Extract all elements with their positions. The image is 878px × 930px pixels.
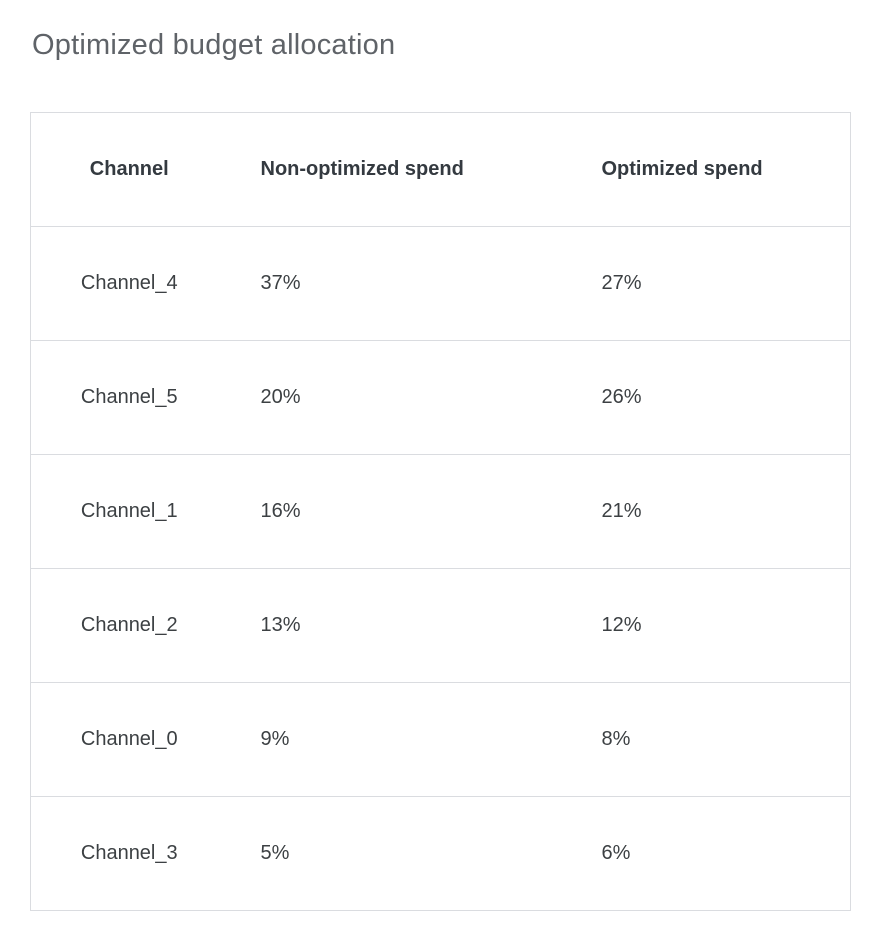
channel-name-cell: Channel_5 [30, 340, 228, 455]
budget-allocation-table: Channel Non-optimized spend Optimized spen… [30, 112, 851, 911]
spend-value-cell: 21% [568, 454, 851, 569]
budget-allocation-page: Optimized budget allocation Channel Non-o… [30, 29, 851, 911]
column-header: Non-optimized spend [227, 112, 569, 227]
spend-value-cell: 27% [568, 226, 851, 341]
spend-value-cell: 12% [568, 568, 851, 683]
spend-value-cell: 20% [227, 340, 569, 455]
budget-table-card: Channel Non-optimized spend Optimized spen… [30, 112, 851, 911]
spend-value-cell: 8% [568, 682, 851, 797]
spend-value-cell: 26% [568, 340, 851, 455]
table-row: Channel_5 20% 26% [30, 340, 851, 455]
table-row: Channel_2 13% 12% [30, 568, 851, 683]
channel-name-cell: Channel_0 [30, 682, 228, 797]
table-row: Channel_4 37% 27% [30, 226, 851, 341]
spend-value-cell: 37% [227, 226, 569, 341]
table-row: Channel_3 5% 6% [30, 796, 851, 911]
spend-value-cell: 13% [227, 568, 569, 683]
table-row: Channel_0 9% 8% [30, 682, 851, 797]
channel-name-cell: Channel_4 [30, 226, 228, 341]
channel-name-cell: Channel_1 [30, 454, 228, 569]
channel-name-cell: Channel_2 [30, 568, 228, 683]
table-body: Channel_4 37% 27% Channel_5 20% 26% Channel_1 1… [30, 226, 851, 911]
header-row: Channel Non-optimized spend Optimized spen… [30, 112, 851, 227]
spend-value-cell: 9% [227, 682, 569, 797]
spend-value-cell: 16% [227, 454, 569, 569]
table-row: Channel_1 16% 21% [30, 454, 851, 569]
spend-value-cell: 5% [227, 796, 569, 911]
spend-value-cell: 6% [568, 796, 851, 911]
column-header: Channel [30, 112, 228, 227]
column-header: Optimized spend [568, 112, 851, 227]
channel-name-cell: Channel_3 [30, 796, 228, 911]
page-title: Optimized budget allocation [32, 29, 396, 61]
table-head: Channel Non-optimized spend Optimized spen… [30, 112, 851, 227]
